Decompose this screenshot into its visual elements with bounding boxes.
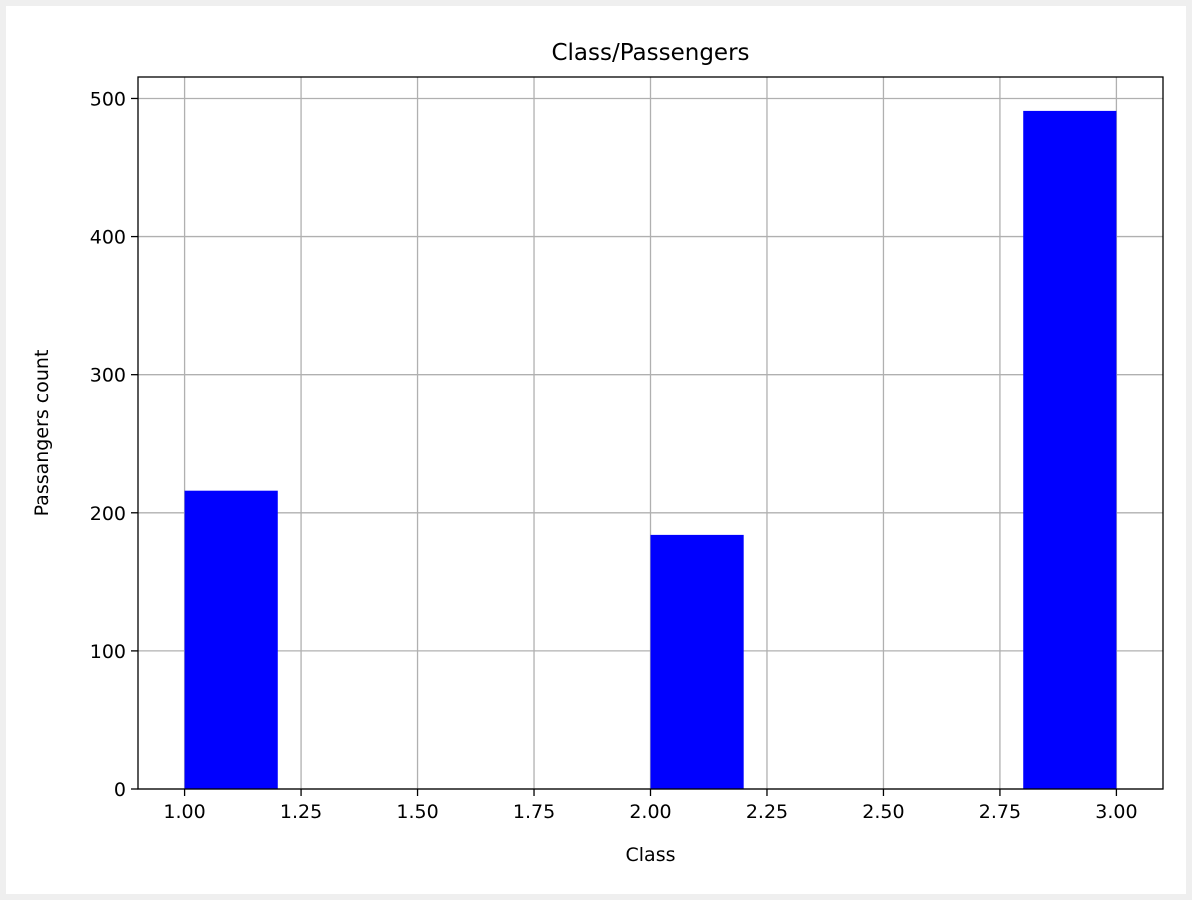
x-tick-label: 1.50 bbox=[396, 801, 438, 823]
x-tick-label: 2.00 bbox=[629, 801, 671, 823]
y-tick-label: 100 bbox=[90, 641, 126, 663]
y-tick-label: 400 bbox=[90, 227, 126, 249]
bar bbox=[184, 490, 278, 789]
x-tick-label: 2.25 bbox=[746, 801, 788, 823]
x-tick-label: 2.75 bbox=[979, 801, 1021, 823]
y-axis-label: Passangers count bbox=[31, 350, 53, 517]
bar bbox=[1023, 110, 1117, 789]
x-axis-label: Class bbox=[626, 844, 676, 866]
x-tick-label: 2.50 bbox=[862, 801, 904, 823]
chart-title: Class/Passengers bbox=[551, 40, 749, 66]
x-axis: 1.00 1.25 1.50 1.75 2.00 2.25 2.50 2.75 3.00 bbox=[163, 789, 1138, 823]
x-tick-label: 1.25 bbox=[280, 801, 322, 823]
bars bbox=[184, 110, 1117, 789]
y-axis: 0 100 200 300 400 500 bbox=[90, 88, 138, 801]
x-tick-label: 1.75 bbox=[513, 801, 555, 823]
grid bbox=[138, 77, 1163, 790]
x-tick-label: 3.00 bbox=[1095, 801, 1137, 823]
bar-chart: 1.00 1.25 1.50 1.75 2.00 2.25 2.50 2.75 3.00 0 10… bbox=[31, 40, 1164, 866]
bar bbox=[650, 534, 744, 789]
x-tick-label: 1.00 bbox=[163, 801, 205, 823]
figure: 1.00 1.25 1.50 1.75 2.00 2.25 2.50 2.75 3.00 0 10… bbox=[6, 6, 1186, 894]
y-tick-label: 300 bbox=[90, 365, 126, 387]
y-tick-label: 200 bbox=[90, 503, 126, 525]
y-tick-label: 0 bbox=[114, 779, 126, 801]
y-tick-label: 500 bbox=[90, 88, 126, 110]
